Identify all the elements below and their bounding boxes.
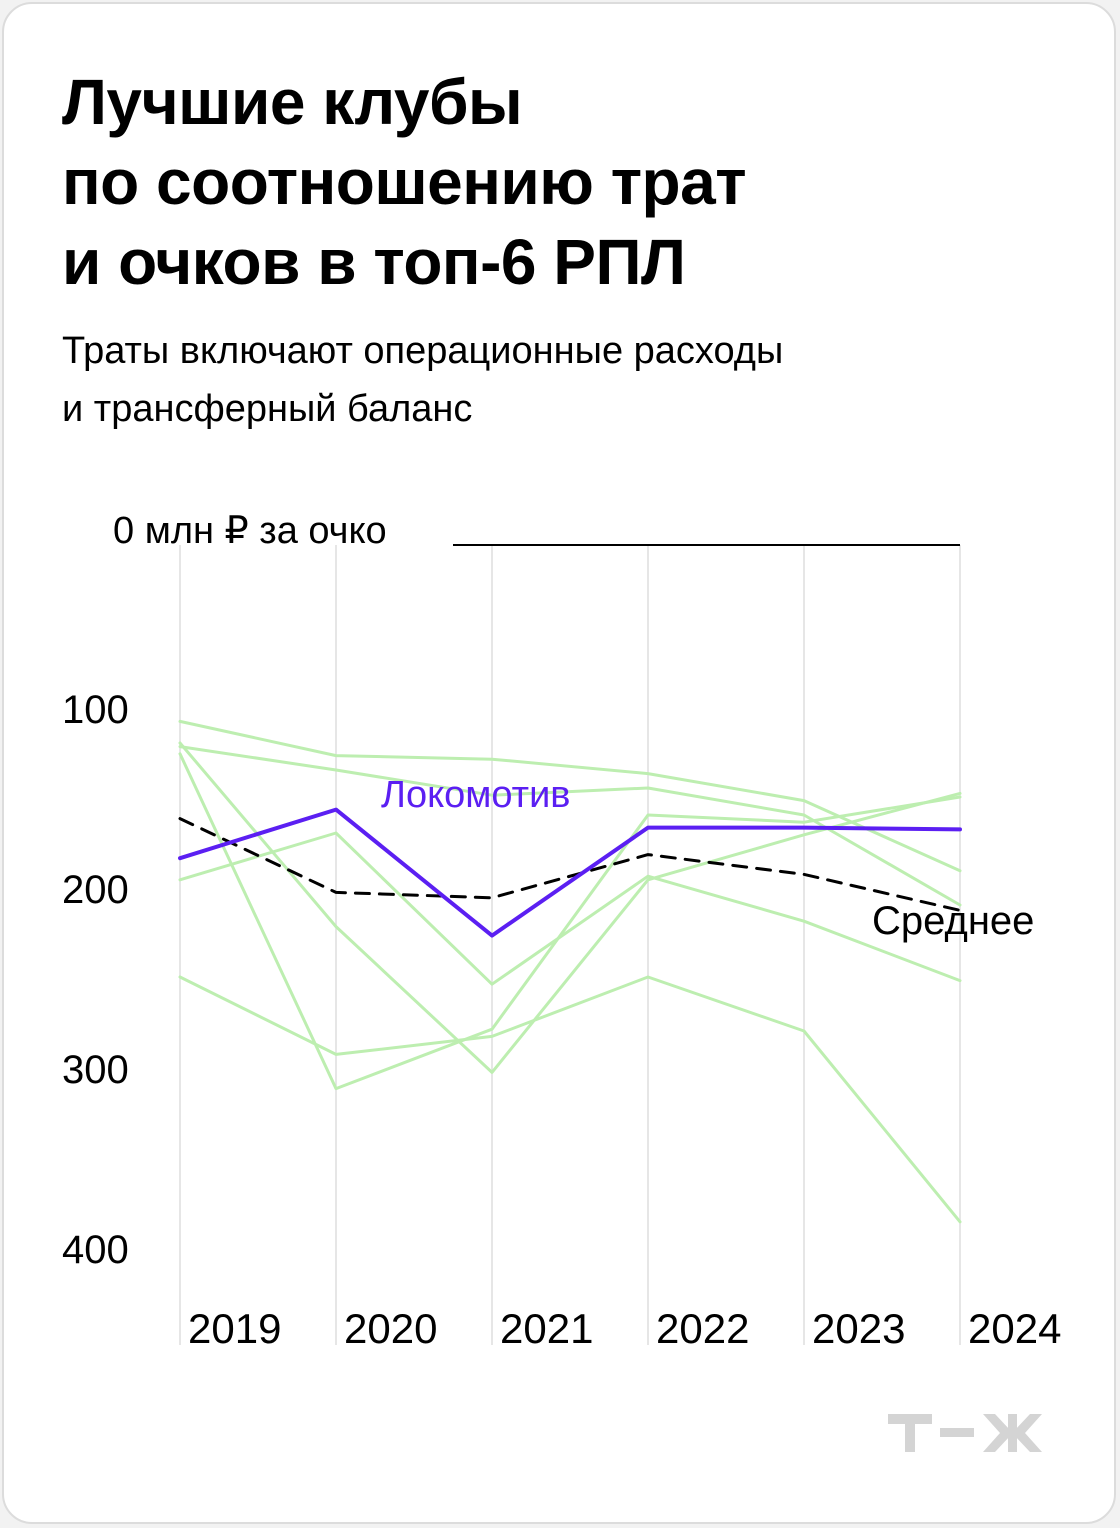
y-tick-label-100: 100 (62, 688, 129, 732)
lokomotiv-label: Локомотив (381, 774, 571, 816)
x-tick-label-2022: 2022 (656, 1305, 749, 1352)
chart-subtitle: Траты включают операционные расходы и тр… (62, 322, 1062, 438)
tzh-logo (888, 1414, 1042, 1452)
club-line-5 (178, 752, 962, 1091)
average-label: Среднее (872, 899, 1034, 943)
club-line-4 (178, 831, 962, 986)
title-line-1: Лучшие клубы (62, 66, 523, 138)
chart-title: Лучшие клубы по соотношению трат и очков… (62, 62, 1062, 302)
average-line (178, 817, 962, 912)
x-tick-label-2020: 2020 (344, 1305, 437, 1352)
x-tick-label-2021: 2021 (500, 1305, 593, 1352)
club-line-1 (178, 719, 962, 873)
title-line-3: и очков в топ-6 РПЛ (62, 226, 686, 298)
subtitle-line-2: и трансферный баланс (62, 388, 473, 430)
y-tick-label-200: 200 (62, 868, 129, 912)
y-tick-label-0: 0 млн ₽ за очко (113, 510, 387, 552)
x-tick-label-2024: 2024 (968, 1305, 1061, 1352)
club-line-2 (178, 745, 962, 907)
y-tick-label-400: 400 (62, 1228, 129, 1272)
y-tick-label-300: 300 (62, 1048, 129, 1092)
x-tick-label-2019: 2019 (188, 1305, 281, 1352)
title-line-2: по соотношению трат (62, 146, 747, 218)
subtitle-line-1: Траты включают операционные расходы (62, 330, 784, 372)
x-tick-label-2023: 2023 (812, 1305, 905, 1352)
lokomotiv-line (178, 807, 962, 938)
club-line-3 (178, 975, 962, 1224)
